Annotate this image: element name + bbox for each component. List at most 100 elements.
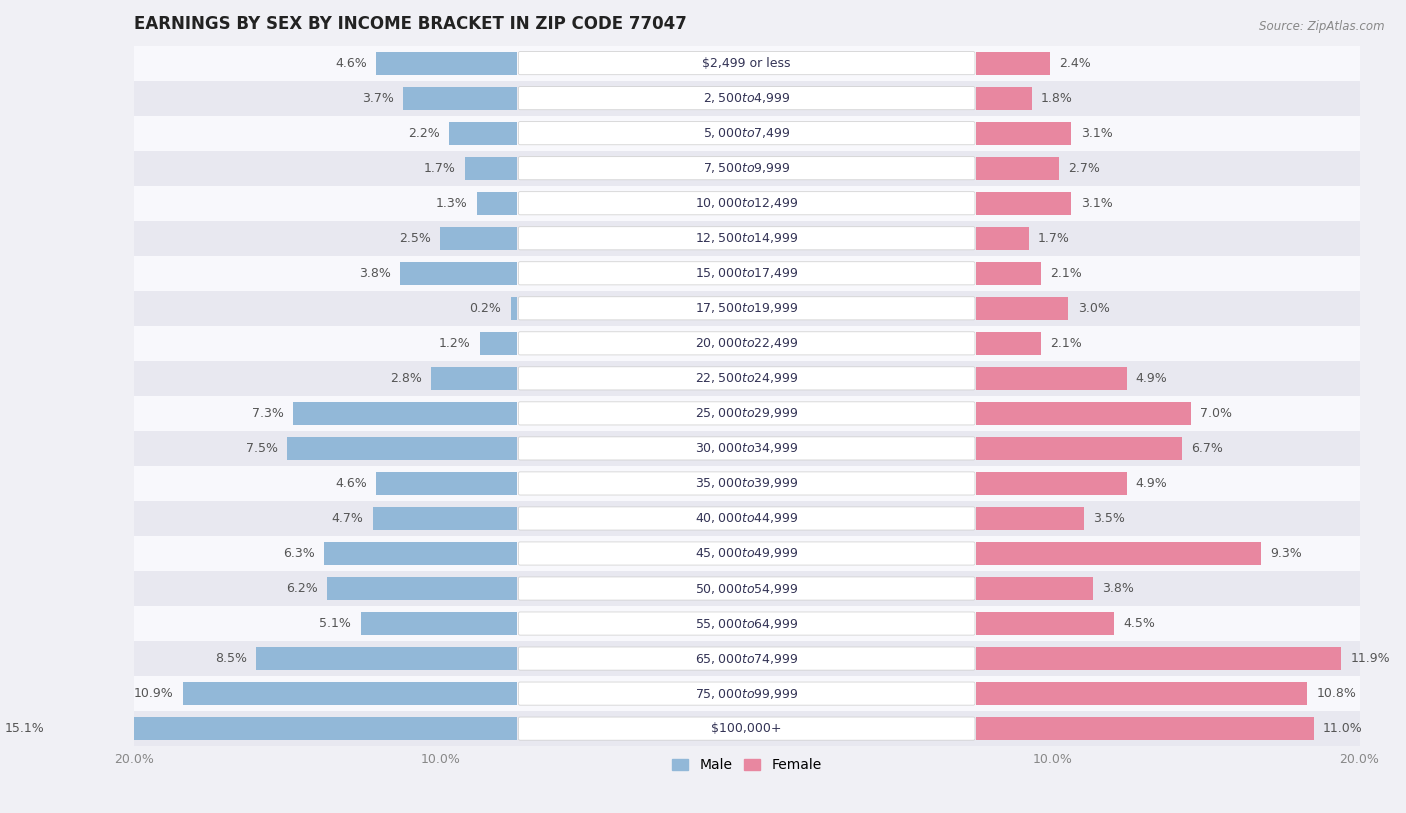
Bar [326,577,517,600]
Text: 3.5%: 3.5% [1092,512,1125,525]
Text: 4.5%: 4.5% [1123,617,1156,630]
Text: 2.2%: 2.2% [409,127,440,140]
Text: 7.0%: 7.0% [1201,407,1232,420]
Text: $20,000 to $22,499: $20,000 to $22,499 [695,337,799,350]
Bar [375,52,517,75]
Bar [977,157,1059,180]
Text: 4.7%: 4.7% [332,512,364,525]
Text: 3.1%: 3.1% [1081,127,1112,140]
Bar [183,682,517,705]
Bar [256,647,517,670]
Bar [977,227,1029,250]
FancyBboxPatch shape [519,717,974,740]
Bar [134,536,1360,571]
Text: 10.9%: 10.9% [134,687,173,700]
Bar [404,87,517,110]
Bar [134,606,1360,641]
Bar [292,402,517,424]
Text: 7.3%: 7.3% [252,407,284,420]
FancyBboxPatch shape [519,51,974,75]
Text: $25,000 to $29,999: $25,000 to $29,999 [695,406,799,420]
Bar [134,80,1360,115]
Text: $30,000 to $34,999: $30,000 to $34,999 [695,441,799,455]
Text: $5,000 to $7,499: $5,000 to $7,499 [703,126,790,140]
FancyBboxPatch shape [519,682,974,705]
Text: $55,000 to $64,999: $55,000 to $64,999 [695,616,799,631]
Bar [450,122,517,145]
Bar [134,115,1360,150]
Text: 2.8%: 2.8% [389,372,422,385]
Text: 4.6%: 4.6% [335,57,367,70]
FancyBboxPatch shape [519,122,974,145]
Bar [134,501,1360,536]
FancyBboxPatch shape [519,612,974,635]
Text: $12,500 to $14,999: $12,500 to $14,999 [695,231,799,246]
Text: $22,500 to $24,999: $22,500 to $24,999 [695,372,799,385]
FancyBboxPatch shape [519,297,974,320]
Text: $10,000 to $12,499: $10,000 to $12,499 [695,196,799,211]
Text: $15,000 to $17,499: $15,000 to $17,499 [695,267,799,280]
Bar [53,717,517,740]
Text: $65,000 to $74,999: $65,000 to $74,999 [695,651,799,666]
Text: 1.2%: 1.2% [439,337,471,350]
FancyBboxPatch shape [519,437,974,460]
FancyBboxPatch shape [519,647,974,670]
Text: 1.8%: 1.8% [1040,92,1073,105]
Bar [134,291,1360,326]
Text: 1.7%: 1.7% [423,162,456,175]
Bar [134,221,1360,256]
Bar [134,150,1360,185]
FancyBboxPatch shape [519,227,974,250]
Bar [134,431,1360,466]
FancyBboxPatch shape [519,192,974,215]
Bar [977,122,1071,145]
Bar [134,326,1360,361]
Bar [134,185,1360,221]
Text: 2.7%: 2.7% [1069,162,1101,175]
Text: $2,500 to $4,999: $2,500 to $4,999 [703,91,790,105]
Bar [977,367,1126,389]
Text: 2.1%: 2.1% [1050,337,1081,350]
Text: 4.6%: 4.6% [335,477,367,490]
Bar [287,437,517,460]
Bar [134,466,1360,501]
Text: 11.9%: 11.9% [1350,652,1391,665]
Text: 6.2%: 6.2% [285,582,318,595]
Text: $2,499 or less: $2,499 or less [703,57,792,70]
Text: 3.7%: 3.7% [363,92,394,105]
Bar [134,641,1360,676]
Text: $100,000+: $100,000+ [711,722,782,735]
Bar [977,402,1191,424]
Text: Source: ZipAtlas.com: Source: ZipAtlas.com [1260,20,1385,33]
Text: 1.3%: 1.3% [436,197,468,210]
Bar [134,361,1360,396]
Text: 9.3%: 9.3% [1271,547,1302,560]
Bar [373,507,517,530]
Bar [134,256,1360,291]
FancyBboxPatch shape [519,332,974,355]
Bar [977,332,1040,354]
Bar [977,647,1341,670]
Text: $7,500 to $9,999: $7,500 to $9,999 [703,161,790,176]
FancyBboxPatch shape [519,367,974,390]
FancyBboxPatch shape [519,262,974,285]
Bar [977,87,1032,110]
FancyBboxPatch shape [519,577,974,600]
Bar [134,46,1360,80]
Bar [401,262,517,285]
Text: 8.5%: 8.5% [215,652,247,665]
Text: 7.5%: 7.5% [246,442,278,455]
Bar [977,507,1084,530]
FancyBboxPatch shape [519,402,974,425]
Text: 15.1%: 15.1% [6,722,45,735]
Bar [323,542,517,565]
Bar [977,717,1313,740]
Bar [977,542,1261,565]
Bar [465,157,517,180]
Bar [479,332,517,354]
Text: 6.7%: 6.7% [1191,442,1223,455]
Legend: Male, Female: Male, Female [666,753,827,778]
Bar [134,571,1360,606]
Bar [134,711,1360,746]
Text: 2.4%: 2.4% [1059,57,1091,70]
